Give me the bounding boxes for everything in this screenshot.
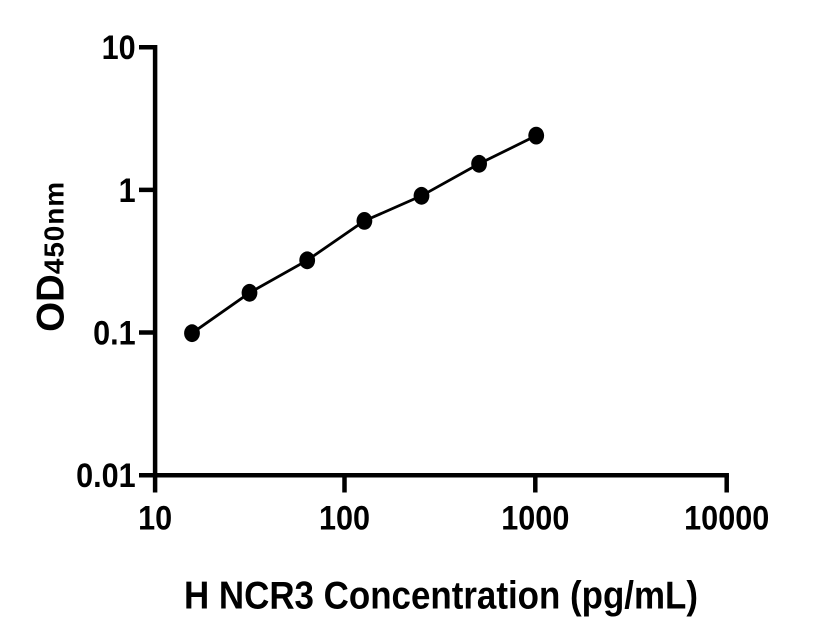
svg-text:1: 1 <box>119 171 136 209</box>
svg-text:H NCR3 Concentration (pg/mL): H NCR3 Concentration (pg/mL) <box>184 574 698 617</box>
svg-text:0.1: 0.1 <box>93 314 136 352</box>
svg-text:10000: 10000 <box>684 499 769 537</box>
svg-text:0.01: 0.01 <box>76 457 136 495</box>
svg-text:10: 10 <box>102 29 136 67</box>
svg-text:100: 100 <box>319 499 370 537</box>
svg-text:1000: 1000 <box>501 499 569 537</box>
svg-text:10: 10 <box>138 499 172 537</box>
